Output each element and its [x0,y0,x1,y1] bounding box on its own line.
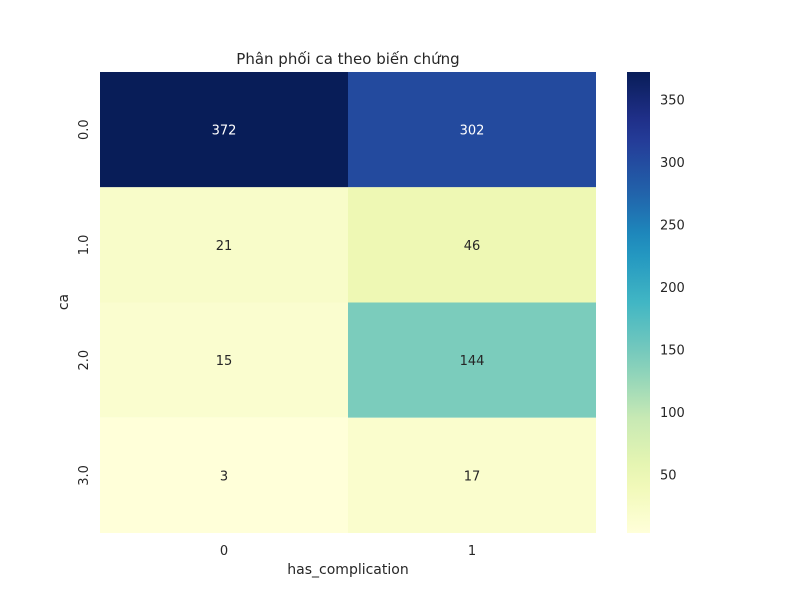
colorbar-tick-label: 150 [660,343,685,358]
y-tick-label: 0.0 [77,119,92,140]
colorbar-tick-label: 100 [660,406,685,421]
colorbar-tick-label: 50 [660,468,677,483]
colorbar-tick-label: 300 [660,156,685,171]
heatmap-cell [100,302,348,418]
cell-value-label: 372 [212,124,237,139]
x-tick-label: 0 [220,544,228,559]
colorbar-tick-label: 200 [660,281,685,296]
y-tick-label: 1.0 [77,235,92,256]
colorbar: 50 100 150 200 250 300 350 [627,72,685,533]
cell-value-label: 15 [216,354,233,369]
cell-value-label: 144 [460,354,485,369]
cell-value-label: 46 [464,239,481,254]
y-tick-labels: 0.0 1.0 2.0 3.0 [77,119,92,485]
x-axis-label: has_complication [287,562,408,578]
colorbar-gradient [627,72,650,533]
cell-value-label: 3 [220,469,228,484]
y-axis-label: ca [56,294,72,310]
y-tick-label: 3.0 [77,465,92,486]
x-tick-label: 1 [468,544,476,559]
heatmap-cell [348,302,596,418]
heatmap-cell [100,187,348,303]
heatmap-cell [100,417,348,533]
y-tick-label: 2.0 [77,350,92,371]
cell-value-label: 302 [460,124,485,139]
heatmap-cell [348,72,596,188]
heatmap-cell [348,187,596,303]
colorbar-tick-label: 350 [660,93,685,108]
cell-value-label: 17 [464,469,481,484]
heatmap-cells: 372 302 21 46 15 144 3 17 [100,72,596,533]
chart-title: Phân phối ca theo biến chứng [236,50,459,68]
colorbar-tick-label: 250 [660,218,685,233]
heatmap-cell [348,417,596,533]
heatmap-cell [100,72,348,188]
cell-value-label: 21 [216,239,233,254]
